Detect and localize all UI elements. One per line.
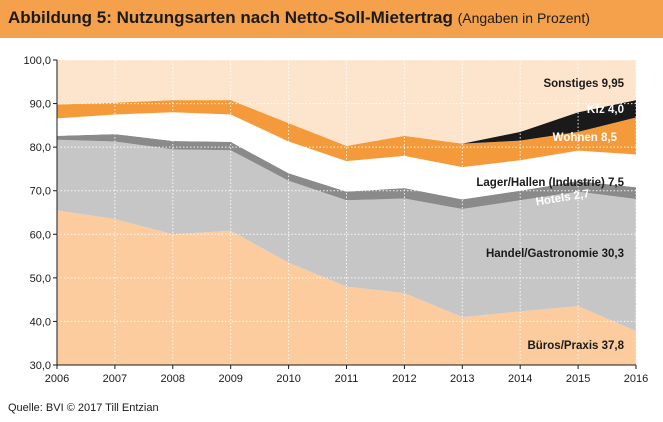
x-tick-label: 2016 [624, 373, 648, 385]
area-wohnen [57, 100, 636, 168]
y-tick-label: 30,0 [30, 360, 51, 372]
series-label-handel-gastronomie: Handel/Gastronomie 30,3 [486, 248, 624, 260]
chart-subtitle: (Angaben in Prozent) [457, 10, 590, 26]
y-tick-label: 100,0 [23, 55, 51, 67]
title-bar [0, 0, 663, 38]
x-tick-label: 2006 [45, 373, 69, 385]
x-tick-label: 2014 [508, 373, 532, 385]
x-tick-label: 2013 [450, 373, 474, 385]
axes: 30,0 40,0 50,0 60,0 70,0 80,0 90,0 100,0 2006 200… [23, 55, 648, 385]
series-label-kfz: Kfz 4,0 [587, 104, 624, 116]
chart-title-text: Abbildung 5: Nutzungsarten nach Netto-So… [8, 8, 453, 27]
x-tick-label: 2015 [566, 373, 590, 385]
series-label-sonstiges: Sonstiges 9,95 [543, 78, 624, 90]
chart-title: Abbildung 5: Nutzungsarten nach Netto-So… [8, 8, 590, 28]
y-tick-label: 70,0 [30, 186, 51, 198]
x-tick-label: 2008 [161, 373, 185, 385]
x-tick-label: 2012 [392, 373, 416, 385]
series-labels: Büros/Praxis 37,8 Handel/Gastronomie 30,3… [476, 78, 624, 352]
source-note: Quelle: BVI © 2017 Till Entzian [8, 402, 159, 414]
y-tick-label: 60,0 [30, 229, 51, 241]
x-tick-label: 2010 [276, 373, 300, 385]
series-label-wohnen: Wohnen 8,5 [553, 132, 618, 144]
y-tick-label: 80,0 [30, 142, 51, 154]
series-label-lager-hallen-industrie: Lager/Hallen (Industrie) 7,5 [476, 177, 624, 189]
x-tick-label: 2009 [218, 373, 242, 385]
series-label-b-ros-praxis: Büros/Praxis 37,8 [527, 340, 624, 352]
y-tick-label: 50,0 [30, 273, 51, 285]
y-tick-label: 40,0 [30, 316, 51, 328]
y-tick-label: 90,0 [30, 99, 51, 111]
x-tick-label: 2007 [103, 373, 127, 385]
area-lager-hallen-industrie [57, 112, 636, 200]
x-tick-label: 2011 [335, 373, 359, 385]
